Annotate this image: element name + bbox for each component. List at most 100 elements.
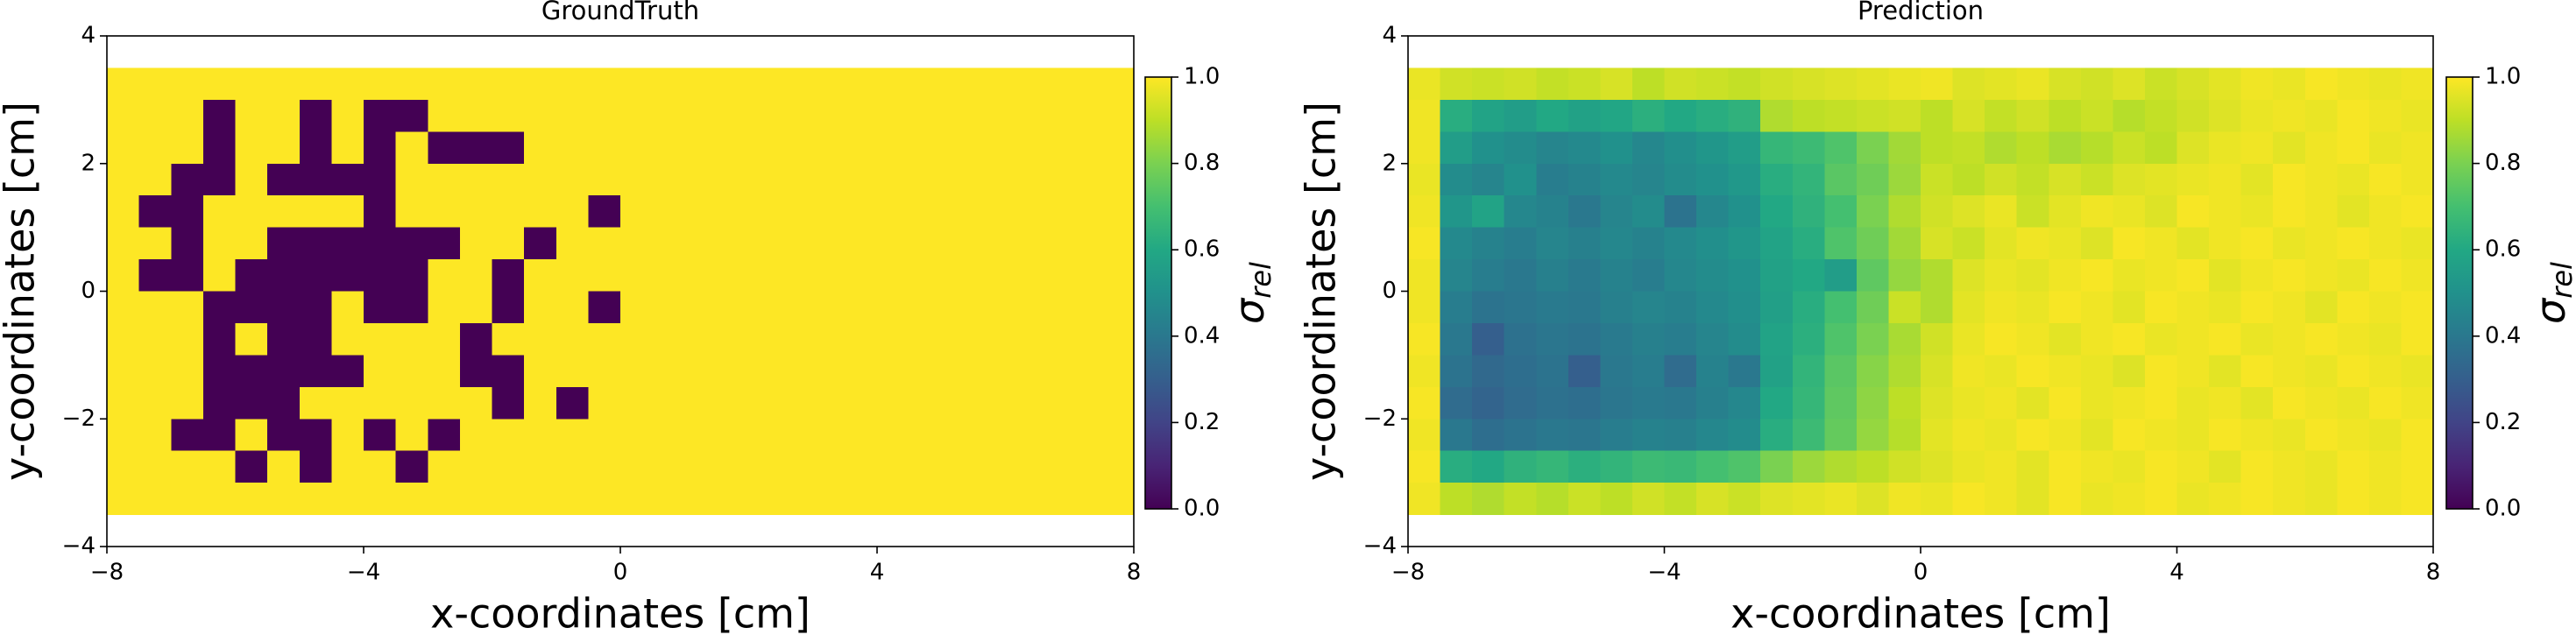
cell: [1824, 131, 1858, 165]
cell: [1952, 291, 1985, 324]
cell: [812, 355, 846, 388]
cell: [1631, 322, 1666, 356]
cell: [2240, 195, 2274, 229]
x-tick-label: 0: [613, 560, 628, 586]
cell: [1856, 163, 1890, 196]
cell: [1728, 259, 1761, 293]
cell: [2304, 322, 2338, 356]
cell: [331, 322, 364, 356]
cell: [1728, 227, 1761, 260]
cell: [331, 291, 364, 324]
cell: [781, 450, 814, 483]
cell: [1408, 419, 1441, 452]
cell: [1005, 419, 1038, 452]
cell: [684, 322, 718, 356]
cell: [492, 386, 525, 420]
cell: [684, 355, 718, 388]
cell: [395, 483, 428, 516]
cell: [2337, 386, 2370, 420]
cell: [428, 291, 461, 324]
cell: [1760, 386, 1794, 420]
cell: [331, 419, 364, 452]
cell: [2273, 291, 2306, 324]
cell: [202, 195, 237, 229]
cell: [2049, 131, 2082, 165]
cell: [267, 131, 301, 165]
cell: [1600, 419, 1633, 452]
cell: [1728, 291, 1761, 324]
cell: [364, 227, 397, 260]
cell: [684, 99, 718, 132]
cell: [2337, 322, 2370, 356]
cell: [1631, 195, 1666, 229]
cell: [1600, 259, 1633, 293]
cell: [492, 163, 525, 196]
cell: [331, 386, 364, 420]
cell: [716, 131, 750, 165]
cell: [1888, 163, 1921, 196]
cell: [1760, 291, 1794, 324]
cell: [459, 450, 493, 483]
cell: [909, 195, 942, 229]
cell: [845, 355, 878, 388]
cell: [2273, 67, 2306, 101]
cell: [1856, 291, 1890, 324]
cell: [2080, 419, 2113, 452]
cell: [331, 195, 364, 229]
cell: [2176, 67, 2210, 101]
cell: [1408, 322, 1441, 356]
cell: [1824, 99, 1858, 132]
cell: [2401, 386, 2434, 420]
cell: [812, 419, 846, 452]
cell: [107, 355, 140, 388]
cell: [171, 291, 204, 324]
x-tick-label: 8: [2426, 560, 2441, 586]
cell: [2112, 259, 2146, 293]
cell: [1440, 131, 1473, 165]
cell: [1037, 163, 1071, 196]
cell: [2016, 419, 2049, 452]
cell: [2240, 386, 2274, 420]
cell: [941, 99, 974, 132]
cell: [1952, 163, 1985, 196]
cell: [2144, 195, 2178, 229]
cell: [1440, 322, 1473, 356]
cell: [1664, 419, 1697, 452]
cell: [2273, 195, 2306, 229]
cell: [107, 163, 140, 196]
cell: [138, 355, 172, 388]
cell: [2337, 67, 2370, 101]
cell: [2144, 259, 2178, 293]
cell: [2016, 322, 2049, 356]
cell: [2209, 419, 2242, 452]
cell: [2368, 386, 2403, 420]
y-tick-label: −4: [1363, 533, 1397, 560]
cell: [652, 195, 685, 229]
cell: [331, 450, 364, 483]
cell: [1101, 227, 1135, 260]
cell: [716, 419, 750, 452]
cell: [1792, 99, 1825, 132]
cell: [1921, 450, 1954, 483]
cell: [1824, 259, 1858, 293]
cell: [684, 227, 718, 260]
cell: [2144, 322, 2178, 356]
cell: [171, 99, 204, 132]
cell: [2273, 386, 2306, 420]
cell: [2016, 483, 2049, 516]
cell: [2240, 450, 2274, 483]
cell: [1856, 419, 1890, 452]
cell: [652, 355, 685, 388]
cell: [1005, 355, 1038, 388]
cell: [2016, 195, 2049, 229]
cell: [235, 291, 268, 324]
cell: [877, 227, 910, 260]
cell: [2240, 67, 2274, 101]
cell: [2209, 450, 2242, 483]
cell: [781, 227, 814, 260]
cell: [267, 99, 301, 132]
cell: [299, 163, 332, 196]
cell: [2112, 322, 2146, 356]
cell: [716, 195, 750, 229]
cell: [524, 355, 557, 388]
